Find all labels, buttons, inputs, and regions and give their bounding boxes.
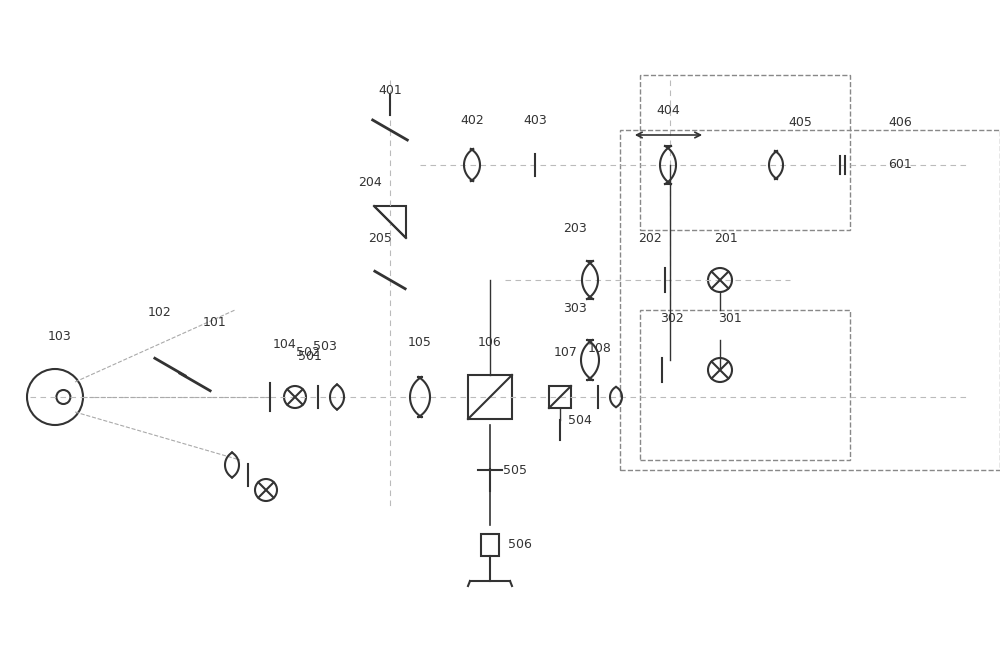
Text: 301: 301 (718, 311, 742, 324)
Bar (468, 375, 512, 419)
Text: 107: 107 (554, 345, 578, 358)
Text: 101: 101 (203, 315, 227, 328)
Text: 106: 106 (478, 336, 502, 349)
Text: 302: 302 (660, 311, 684, 324)
Bar (481, 534, 499, 556)
Text: 502: 502 (296, 345, 320, 358)
Text: 505: 505 (503, 464, 527, 477)
Bar (549, 386, 571, 408)
Text: 501: 501 (298, 351, 322, 364)
Text: 205: 205 (368, 232, 392, 245)
Text: 506: 506 (508, 538, 532, 551)
Text: 503: 503 (313, 341, 337, 354)
Text: 405: 405 (788, 116, 812, 129)
Text: 402: 402 (460, 114, 484, 126)
Bar (620, 130, 1000, 470)
Text: 108: 108 (588, 343, 612, 356)
Text: 103: 103 (48, 330, 72, 343)
Bar (640, 310, 850, 460)
Text: 202: 202 (638, 232, 662, 245)
Text: 105: 105 (408, 336, 432, 349)
Text: 201: 201 (714, 232, 738, 245)
Text: 601: 601 (888, 158, 912, 171)
Text: 203: 203 (563, 222, 587, 235)
Text: 401: 401 (378, 84, 402, 97)
Text: 403: 403 (523, 114, 547, 126)
Text: 504: 504 (568, 413, 592, 426)
Text: 404: 404 (656, 103, 680, 116)
Text: 102: 102 (148, 305, 172, 318)
Text: 303: 303 (563, 301, 587, 315)
Text: 104: 104 (273, 339, 297, 351)
Bar (640, 75, 850, 230)
Text: 406: 406 (888, 116, 912, 129)
Text: 204: 204 (358, 175, 382, 188)
